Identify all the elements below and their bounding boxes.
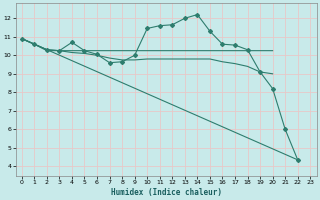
X-axis label: Humidex (Indice chaleur): Humidex (Indice chaleur)	[110, 188, 221, 197]
